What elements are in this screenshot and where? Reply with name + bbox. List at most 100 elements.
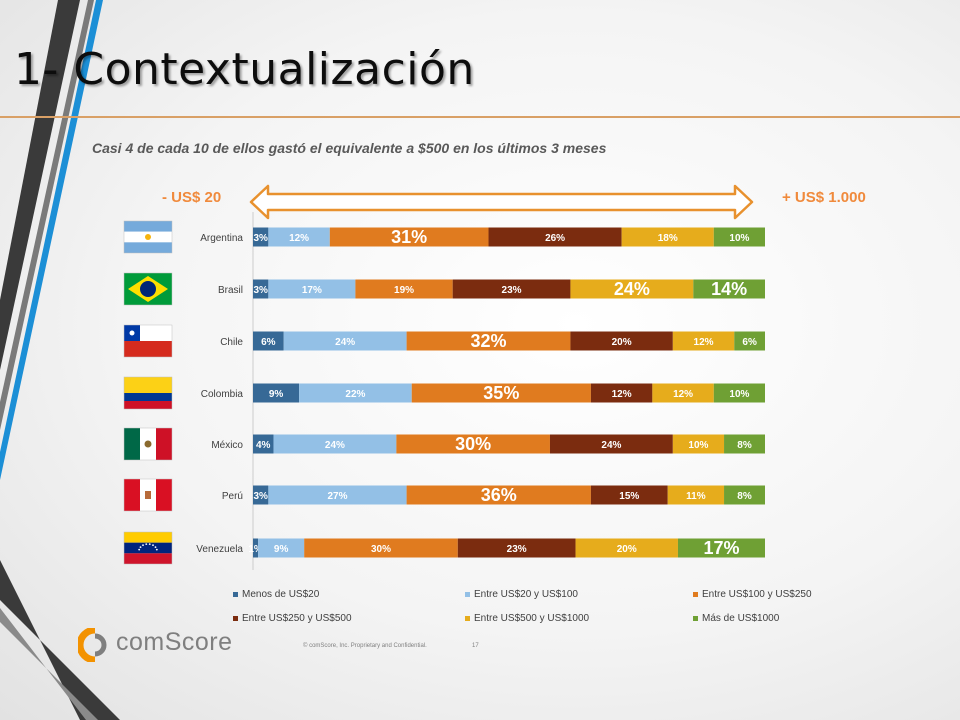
low-range-label: - US$ 20 bbox=[162, 189, 222, 206]
high-range-label: + US$ 1.000 bbox=[782, 189, 866, 206]
bar-segment bbox=[693, 279, 765, 299]
bar-segment bbox=[268, 227, 330, 247]
footer-note: © comScore, Inc. Proprietary and Confide… bbox=[303, 643, 427, 649]
legend-swatch bbox=[465, 615, 470, 621]
bar-segment bbox=[283, 331, 407, 351]
flag-venezuela bbox=[123, 531, 173, 565]
footer-page-number: 17 bbox=[472, 643, 479, 649]
data-label: 27% bbox=[327, 491, 347, 502]
category-labels: Argentina Brasil Chile Colombia México Perú Ve… bbox=[196, 233, 243, 555]
bar-segment bbox=[406, 485, 591, 505]
bar-segment bbox=[488, 227, 622, 247]
chart-legend: Menos de US$20 Entre US$20 y US$100 Entr… bbox=[233, 589, 873, 629]
bars: 3% 12% 31% 26% 18% 10% 3% 17% 19% 23% 24% 14% 6% 24% 3… bbox=[248, 227, 765, 558]
legend-label: Entre US$250 y US$500 bbox=[242, 613, 352, 624]
legend-swatch bbox=[233, 615, 238, 621]
data-label: 19% bbox=[394, 285, 414, 296]
data-label: 3% bbox=[253, 285, 268, 296]
data-label: 17% bbox=[703, 538, 739, 558]
data-label: 3% bbox=[253, 233, 268, 244]
data-label: 20% bbox=[612, 337, 632, 348]
legend-item-menos-20: Menos de US$20 bbox=[233, 589, 319, 600]
bar-segment bbox=[396, 434, 550, 454]
category-label: Brasil bbox=[218, 285, 243, 296]
decor-band-blue bbox=[0, 0, 103, 480]
bar-segment bbox=[652, 383, 714, 403]
bar-segment bbox=[590, 485, 668, 505]
bar-segment bbox=[724, 485, 765, 505]
data-label: 30% bbox=[455, 434, 491, 454]
legend-label: Entre US$500 y US$1000 bbox=[474, 613, 590, 624]
data-label: 8% bbox=[737, 491, 752, 502]
data-label: 31% bbox=[391, 227, 427, 247]
data-label: 17% bbox=[302, 285, 322, 296]
bar-segment bbox=[575, 538, 678, 558]
bar-segment bbox=[304, 538, 458, 558]
legend-label: Menos de US$20 bbox=[242, 589, 320, 600]
range-double-arrow bbox=[249, 184, 754, 220]
data-label: 24% bbox=[325, 440, 345, 451]
bar-segment bbox=[724, 434, 765, 454]
data-label: 8% bbox=[737, 440, 752, 451]
decor-band-dark bbox=[0, 0, 80, 370]
bar-segment bbox=[411, 383, 591, 403]
flag-mexico bbox=[123, 427, 173, 461]
legend-swatch bbox=[233, 591, 238, 597]
bar-segment bbox=[253, 227, 269, 247]
bar-segment bbox=[253, 434, 274, 454]
data-label: 9% bbox=[269, 389, 284, 400]
data-label: 36% bbox=[481, 485, 517, 505]
bar-segment bbox=[268, 279, 356, 299]
bar-segment bbox=[672, 434, 725, 454]
flag-argentina bbox=[123, 220, 173, 254]
flag-colombia bbox=[123, 376, 173, 410]
data-label: 3% bbox=[253, 491, 268, 502]
data-label: 15% bbox=[619, 491, 639, 502]
category-label: Venezuela bbox=[196, 544, 243, 555]
legend-label: Más de US$1000 bbox=[702, 613, 780, 624]
data-label: 24% bbox=[601, 440, 621, 451]
flag-brasil bbox=[123, 272, 173, 306]
bar-segment bbox=[253, 383, 300, 403]
range-arrow-shaft bbox=[249, 184, 754, 220]
legend-item-100-250: Entre US$100 y US$250 bbox=[693, 589, 812, 600]
category-label: Perú bbox=[222, 491, 243, 502]
data-label: 30% bbox=[371, 544, 391, 555]
bar-segment bbox=[452, 279, 571, 299]
comscore-logo-text: comScore bbox=[116, 628, 233, 656]
legend-swatch bbox=[465, 591, 470, 597]
bar-segment bbox=[672, 331, 735, 351]
bar-segment bbox=[253, 485, 269, 505]
flags bbox=[123, 220, 173, 565]
data-label: 12% bbox=[673, 389, 693, 400]
bar-segment bbox=[570, 331, 673, 351]
bar-segment bbox=[677, 538, 765, 558]
data-label: 10% bbox=[729, 233, 749, 244]
data-label: 22% bbox=[345, 389, 365, 400]
legend-label: Entre US$20 y US$100 bbox=[474, 589, 578, 600]
data-label: 6% bbox=[261, 337, 276, 348]
data-label: 4% bbox=[256, 440, 271, 451]
bar-segment bbox=[299, 383, 412, 403]
bar-segment bbox=[273, 434, 397, 454]
decor-band-gray bbox=[0, 0, 94, 430]
bar-segment bbox=[713, 383, 765, 403]
data-label: 18% bbox=[658, 233, 678, 244]
flag-chile bbox=[123, 324, 173, 358]
category-label: Chile bbox=[220, 337, 243, 348]
bar-segment bbox=[570, 279, 694, 299]
flag-peru bbox=[123, 478, 173, 512]
data-label: 11% bbox=[686, 491, 706, 502]
data-label: 12% bbox=[694, 337, 714, 348]
data-label: 12% bbox=[612, 389, 632, 400]
data-label: 20% bbox=[617, 544, 637, 555]
legend-item-20-100: Entre US$20 y US$100 bbox=[465, 589, 578, 600]
bar-segment bbox=[253, 279, 269, 299]
data-label: 12% bbox=[289, 233, 309, 244]
data-label: 23% bbox=[502, 285, 522, 296]
bar-segment bbox=[268, 485, 407, 505]
legend-swatch bbox=[693, 591, 698, 597]
data-label: 24% bbox=[335, 337, 355, 348]
